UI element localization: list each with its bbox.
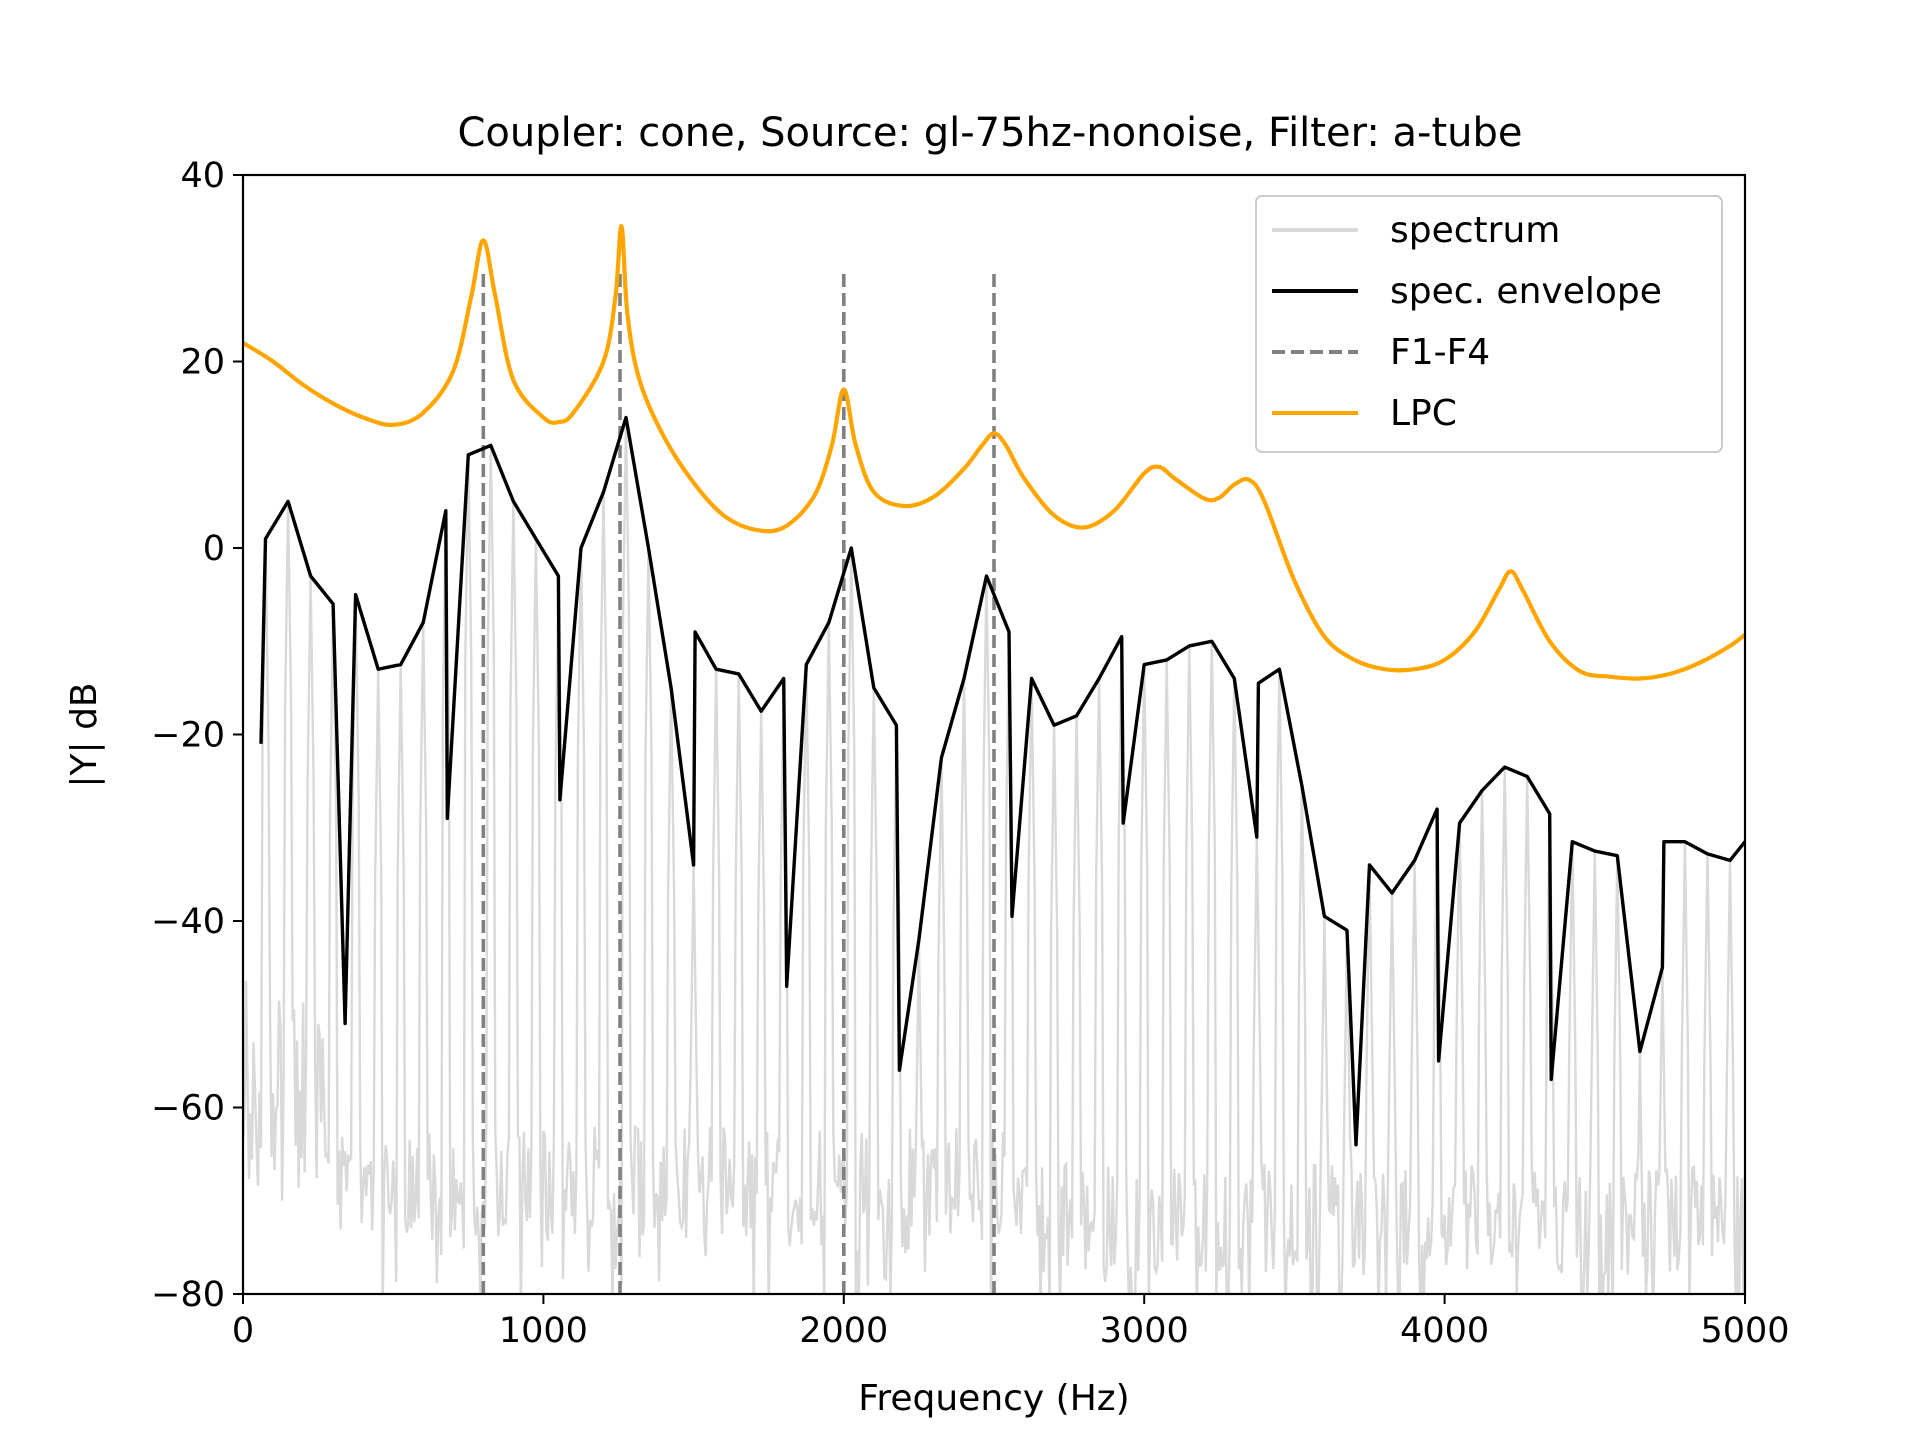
legend-label: spec. envelope: [1390, 271, 1662, 312]
x-tick-label: 5000: [1700, 1311, 1789, 1351]
legend-box: [1255, 195, 1723, 453]
legend: spectrum spec. envelope F1-F4 LPC: [1255, 195, 1723, 453]
envelope-series: [259, 415, 1745, 1147]
x-tick-label: 4000: [1400, 1311, 1489, 1351]
x-tick-label: 3000: [1100, 1311, 1189, 1351]
x-tick-label: 1000: [499, 1311, 588, 1351]
lpc-line: [243, 224, 1745, 681]
x-axis: 0 1000 2000 3000 4000 5000: [232, 1294, 1790, 1351]
x-axis-label: Frequency (Hz): [858, 1378, 1129, 1419]
y-tick-label: −40: [151, 902, 225, 942]
y-tick-label: −20: [151, 716, 225, 756]
y-tick-label: 0: [203, 529, 225, 569]
legend-label: spectrum: [1390, 210, 1560, 251]
y-axis-label: |Y| dB: [64, 682, 105, 787]
y-tick-label: 40: [180, 156, 225, 196]
x-tick-label: 2000: [799, 1311, 888, 1351]
legend-label: F1-F4: [1390, 332, 1490, 373]
plot-area: [243, 224, 1745, 1294]
y-tick-label: −80: [151, 1275, 225, 1315]
lpc-series: [243, 224, 1745, 681]
y-tick-label: −60: [151, 1089, 225, 1129]
y-tick-label: 20: [180, 343, 225, 383]
x-tick-label: 0: [232, 1311, 254, 1351]
chart-title: Coupler: cone, Source: gl-75hz-nonoise, …: [457, 110, 1522, 156]
legend-label: LPC: [1390, 393, 1457, 434]
envelope-line: [259, 415, 1745, 1147]
y-axis: −80 −60 −40 −20 0 20 40: [151, 156, 243, 1315]
